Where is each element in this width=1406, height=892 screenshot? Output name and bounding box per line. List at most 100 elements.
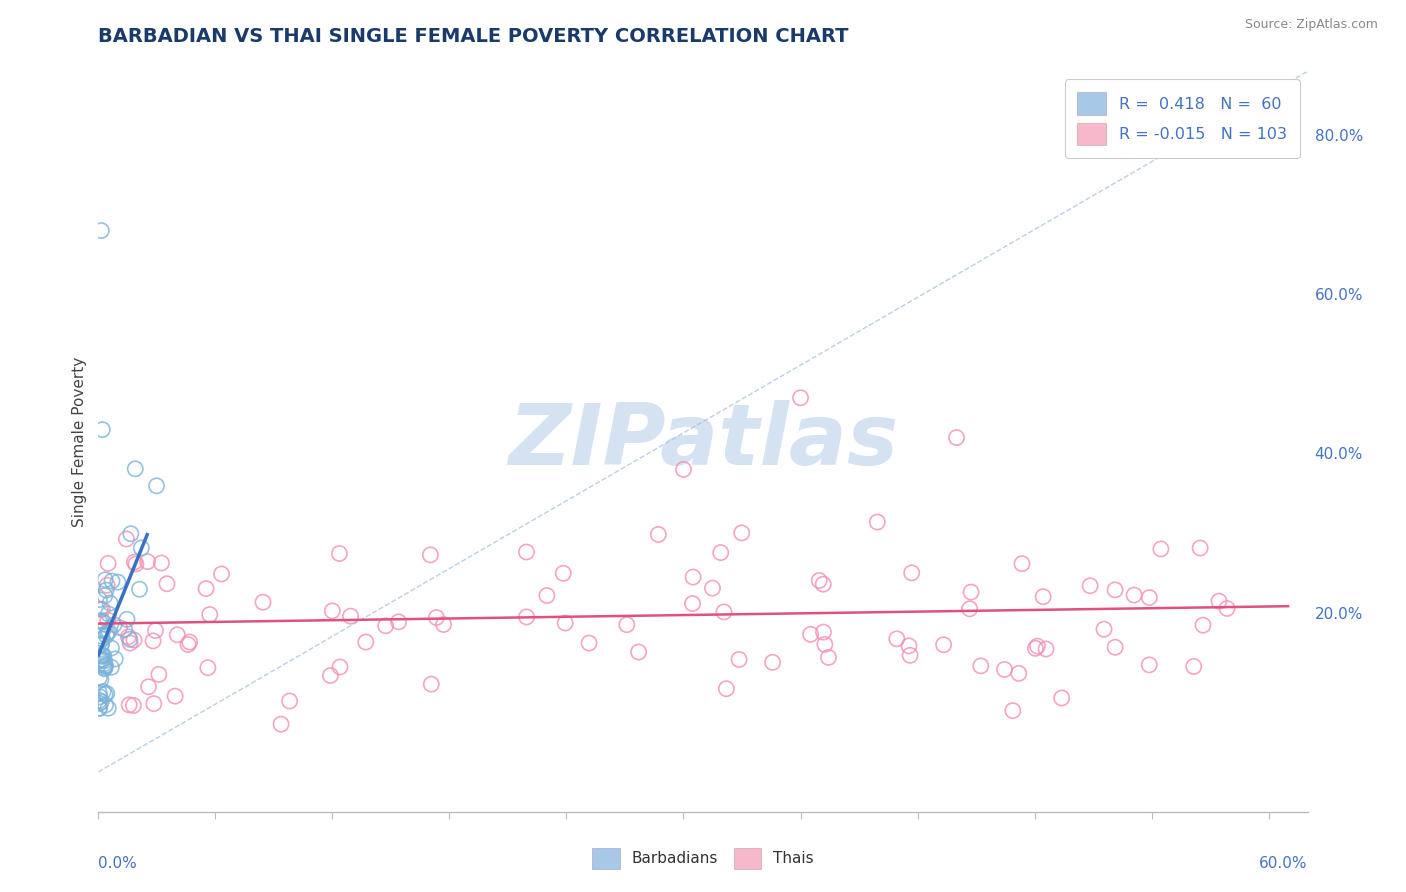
Point <box>1024 641 1046 656</box>
Point <box>91 615 114 629</box>
Point <box>1150 541 1173 556</box>
Point <box>993 663 1015 677</box>
Point <box>808 574 831 588</box>
Point <box>1123 588 1146 602</box>
Point <box>886 632 908 646</box>
Point <box>536 589 558 603</box>
Point <box>145 479 167 493</box>
Point <box>197 660 219 674</box>
Point <box>1092 622 1115 636</box>
Point <box>97 613 120 627</box>
Point <box>1208 594 1230 608</box>
Point <box>945 431 967 445</box>
Point <box>627 645 650 659</box>
Point <box>1032 590 1054 604</box>
Point <box>89 701 111 715</box>
Point <box>100 660 122 674</box>
Point <box>1137 657 1160 672</box>
Point <box>762 656 785 670</box>
Point <box>89 592 111 607</box>
Point <box>101 574 124 588</box>
Point <box>329 660 352 674</box>
Point <box>94 658 117 673</box>
Text: BARBADIAN VS THAI SINGLE FEMALE POVERTY CORRELATION CHART: BARBADIAN VS THAI SINGLE FEMALE POVERTY … <box>98 27 849 45</box>
Point <box>1035 642 1057 657</box>
Point <box>682 597 704 611</box>
Point <box>91 654 114 668</box>
Point <box>91 423 114 437</box>
Text: Source: ZipAtlas.com: Source: ZipAtlas.com <box>1244 18 1378 31</box>
Point <box>91 632 114 647</box>
Point <box>817 650 839 665</box>
Point <box>1008 666 1031 681</box>
Point <box>553 566 575 581</box>
Point <box>616 617 638 632</box>
Point <box>97 701 120 715</box>
Point <box>96 629 118 643</box>
Point <box>898 639 921 653</box>
Point <box>93 657 115 671</box>
Point <box>114 623 136 637</box>
Point <box>800 627 823 641</box>
Point <box>1104 640 1126 655</box>
Point <box>554 615 576 630</box>
Point <box>813 625 835 640</box>
Point <box>89 615 111 629</box>
Point <box>898 648 921 663</box>
Point <box>960 585 983 599</box>
Point <box>115 612 138 626</box>
Point <box>93 654 115 668</box>
Point <box>1137 591 1160 605</box>
Legend: R =  0.418   N =  60, R = -0.015   N = 103: R = 0.418 N = 60, R = -0.015 N = 103 <box>1064 79 1299 158</box>
Point <box>165 689 187 703</box>
Point <box>177 638 200 652</box>
Point <box>710 545 733 559</box>
Point <box>90 629 112 643</box>
Point <box>374 619 396 633</box>
Point <box>89 653 111 667</box>
Point <box>89 602 111 616</box>
Point <box>1182 659 1205 673</box>
Point <box>125 557 148 571</box>
Point <box>136 555 159 569</box>
Point <box>90 673 112 687</box>
Point <box>131 541 153 555</box>
Point <box>900 566 922 580</box>
Point <box>1050 690 1073 705</box>
Point <box>120 526 142 541</box>
Point <box>866 515 889 529</box>
Point <box>94 687 117 701</box>
Point <box>682 570 704 584</box>
Point <box>91 652 114 666</box>
Point <box>90 223 112 237</box>
Point <box>419 548 441 562</box>
Point <box>728 652 751 666</box>
Point <box>150 556 173 570</box>
Point <box>156 576 179 591</box>
Point <box>339 609 361 624</box>
Point <box>1078 579 1101 593</box>
Point <box>96 625 118 640</box>
Point <box>91 684 114 698</box>
Point <box>420 677 443 691</box>
Point <box>103 617 125 632</box>
Point <box>959 602 981 616</box>
Point <box>166 628 188 642</box>
Point <box>90 637 112 651</box>
Point <box>100 640 122 655</box>
Text: ZIPatlas: ZIPatlas <box>508 400 898 483</box>
Point <box>97 607 120 621</box>
Point <box>118 698 141 712</box>
Legend: Barbadians, Thais: Barbadians, Thais <box>586 841 820 875</box>
Point <box>89 686 111 700</box>
Point <box>516 610 538 624</box>
Point <box>142 633 165 648</box>
Point <box>117 630 139 644</box>
Point <box>122 633 145 648</box>
Point <box>89 693 111 707</box>
Point <box>89 697 111 711</box>
Point <box>124 462 146 476</box>
Point <box>90 614 112 628</box>
Point <box>1192 618 1215 632</box>
Point <box>578 636 600 650</box>
